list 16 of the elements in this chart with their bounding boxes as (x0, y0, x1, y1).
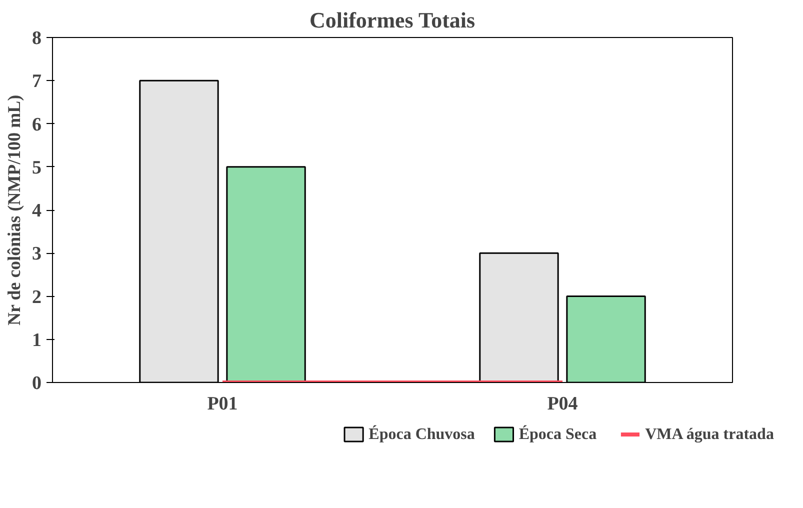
y-tick-label: 1 (32, 330, 42, 351)
legend-label: Época Seca (518, 425, 597, 443)
y-tick-label: 0 (32, 373, 42, 394)
y-tick-label: 6 (32, 114, 42, 136)
chart-title: Coliformes Totais (309, 8, 476, 32)
x-tick-label: P01 (207, 394, 238, 414)
y-tick-label: 4 (32, 200, 42, 222)
legend-label: VMA água tratada (645, 426, 774, 443)
y-tick-label: 2 (32, 286, 42, 308)
y-tick-label: 5 (32, 157, 42, 178)
y-tick-label: 3 (32, 244, 42, 265)
legend-label: Época Chuvosa (368, 425, 475, 443)
x-tick-label: P04 (547, 394, 578, 414)
y-tick-label: 7 (32, 71, 42, 92)
y-tick-label: 8 (32, 28, 42, 49)
y-axis-title: Nr de colônias (NMP/100 mL) (4, 94, 24, 326)
